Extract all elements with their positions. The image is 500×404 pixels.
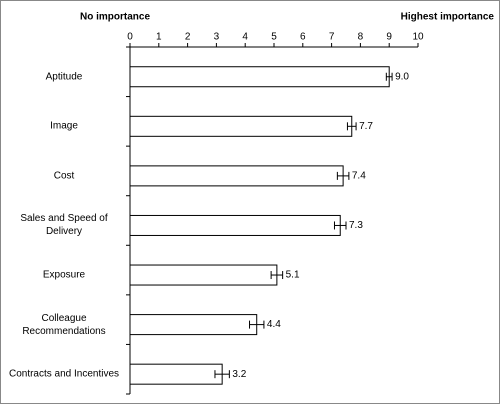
bar — [129, 363, 223, 385]
x-tick-label: 1 — [156, 32, 162, 43]
x-tick-label: 0 — [127, 32, 133, 43]
value-label: 5.1 — [286, 270, 300, 281]
value-label: 7.3 — [349, 220, 363, 231]
y-tick-label: Contracts and Incentives — [8, 368, 120, 380]
x-tick-label: 4 — [242, 32, 248, 43]
x-tick-label: 9 — [386, 32, 392, 43]
y-tick-label: Image — [50, 120, 78, 132]
y-tick-label: Colleague Recommendations — [22, 312, 106, 337]
y-tick-label: Aptitude — [45, 71, 83, 83]
bar — [129, 214, 341, 236]
bar — [129, 165, 344, 187]
error-bar — [346, 122, 357, 131]
x-tick-label: 5 — [271, 32, 277, 43]
bar — [129, 314, 258, 336]
error-bar — [336, 171, 350, 180]
x-tick-label: 7 — [329, 32, 335, 43]
error-bar — [214, 370, 230, 379]
bar — [129, 66, 390, 88]
x-tick-label: 8 — [358, 32, 364, 43]
error-bar — [270, 271, 284, 280]
value-label: 7.4 — [352, 171, 366, 182]
error-bar — [385, 72, 393, 81]
y-tick-label: Exposure — [42, 269, 86, 281]
y-tick-label: Cost — [53, 170, 75, 182]
x-tick-label: 3 — [214, 32, 220, 43]
x-tick-label: 10 — [412, 32, 424, 43]
y-tick-label: Sales and Speed of Delivery — [20, 213, 108, 238]
bar — [129, 264, 278, 286]
value-label: 7.7 — [359, 121, 373, 132]
value-label: 3.2 — [232, 369, 246, 380]
error-bar — [333, 221, 347, 230]
value-label: 9.0 — [395, 71, 409, 82]
error-bar — [249, 320, 265, 329]
axis-left-label: No importance — [80, 12, 150, 23]
x-tick-label: 2 — [185, 32, 191, 43]
axis-right-label: Highest importance — [401, 12, 495, 23]
value-label: 4.4 — [267, 319, 281, 330]
bar — [129, 115, 353, 137]
x-tick-label: 6 — [300, 32, 306, 43]
